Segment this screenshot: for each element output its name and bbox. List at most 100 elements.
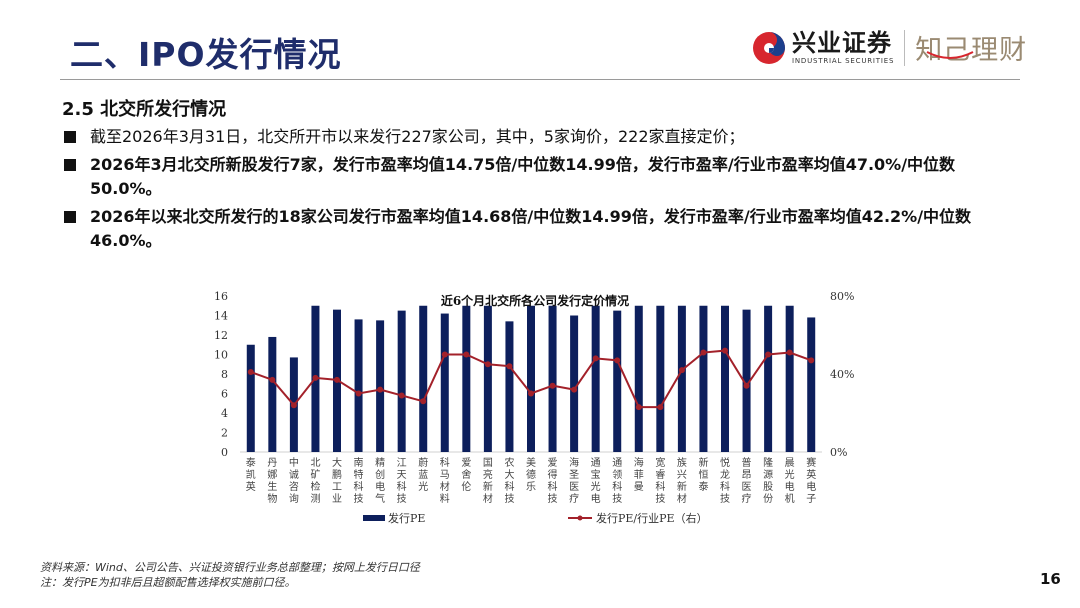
bullet-item: 截至2026年3月31日，北交所开市以来发行227家公司，其中，5家询价，222…: [62, 125, 1022, 149]
ratio-point: [377, 386, 384, 393]
square-bullet-icon: [64, 211, 76, 223]
brand-swirl-icon: [753, 31, 785, 64]
ratio-point: [290, 402, 297, 409]
x-tick-label: 海: [569, 456, 579, 469]
x-tick-label: 矿: [310, 468, 320, 481]
ratio-point: [549, 382, 556, 389]
ratio-point: [743, 382, 750, 389]
square-bullet-icon: [64, 159, 76, 171]
x-tick-label: 源: [763, 468, 773, 481]
ratio-point: [334, 376, 340, 383]
x-tick-label: 技: [720, 492, 730, 505]
page-number: 16: [1040, 570, 1061, 588]
y-tick-label: 6: [221, 388, 228, 401]
bullet-text: 截至2026年3月31日，北交所开市以来发行227家公司，其中，5家询价，222…: [90, 127, 745, 146]
y-tick-label: 12: [214, 329, 228, 342]
x-tick-label: 电: [806, 480, 816, 493]
x-tick-label: 技: [655, 492, 665, 505]
section-heading: 2.5 北交所发行情况: [62, 99, 227, 120]
bar: [397, 310, 406, 452]
bullet-text: 2026年以来北交所发行的18家公司发行市盈率均值14.68倍/中位数14.99…: [90, 207, 972, 250]
footnote: 资料来源：Wind、公司公告、兴证投资银行业务总部整理；按网上发行日口径 注：发…: [40, 560, 420, 590]
bar: [613, 310, 622, 452]
x-tick-label: 疗: [742, 492, 752, 505]
ratio-point: [808, 357, 815, 364]
x-tick-label: 南: [354, 456, 364, 469]
x-tick-label: 农: [504, 456, 514, 469]
ratio-point: [441, 351, 448, 358]
bar: [764, 305, 773, 452]
x-tick-label: 业: [332, 493, 342, 505]
bar: [376, 320, 385, 452]
x-tick-label: 材: [677, 492, 687, 505]
bullet-item: 2026年以来北交所发行的18家公司发行市盈率均值14.68倍/中位数14.99…: [62, 205, 1022, 253]
x-tick-label: 曼: [634, 481, 644, 493]
ratio-point: [722, 347, 728, 354]
x-tick-label: 料: [440, 492, 450, 505]
x-tick-label: 科: [655, 480, 665, 493]
y-tick-label: 14: [214, 310, 228, 323]
x-tick-label: 泰: [246, 456, 256, 469]
y-tick-label: 4: [221, 407, 228, 420]
x-tick-label: 机: [785, 492, 795, 505]
bar: [354, 319, 363, 452]
x-tick-label: 凯: [246, 468, 256, 481]
bar: [246, 344, 255, 452]
x-tick-label: 鹏: [332, 468, 342, 481]
y-tick-label: 10: [214, 349, 228, 362]
x-tick-label: 宽: [655, 456, 665, 469]
x-tick-label: 蔚: [418, 457, 428, 469]
x-tick-label: 新: [483, 480, 493, 493]
x-tick-label: 份: [763, 493, 773, 505]
x-tick-label: 通: [591, 457, 601, 469]
page-title: 二、IPO发行情况: [70, 35, 342, 74]
bar: [440, 313, 449, 452]
x-tick-label: 中: [289, 456, 299, 469]
x-tick-label: 咨: [289, 480, 299, 493]
y2-tick-label: 40%: [830, 368, 854, 381]
legend-line-marker: [577, 515, 583, 521]
x-tick-label: 英: [806, 468, 816, 481]
bar: [807, 317, 816, 452]
x-tick-label: 天: [397, 470, 407, 481]
x-tick-label: 兴: [677, 469, 687, 481]
bullet-text: 2026年3月北交所新股发行7家，发行市盈率均值14.75倍/中位数14.99倍…: [90, 155, 956, 198]
x-tick-label: 科: [548, 480, 558, 493]
x-tick-label: 特: [354, 469, 364, 481]
x-tick-label: 乐: [526, 481, 536, 493]
x-tick-label: 科: [504, 480, 514, 493]
x-tick-label: 光: [418, 480, 428, 493]
ratio-point: [657, 404, 664, 411]
x-tick-label: 大: [504, 468, 514, 481]
bar: [785, 305, 794, 452]
x-tick-label: 恒: [698, 468, 708, 481]
x-tick-label: 科: [612, 480, 622, 493]
x-tick-label: 马: [440, 469, 450, 481]
x-tick-label: 泰: [698, 480, 708, 493]
x-tick-label: 普: [742, 456, 752, 469]
x-tick-label: 通: [612, 457, 622, 469]
x-tick-label: 技: [397, 492, 407, 505]
x-tick-label: 爱: [548, 456, 558, 469]
brand-separator: [904, 29, 906, 66]
x-tick-label: 晨: [785, 457, 795, 469]
ratio-point: [528, 390, 534, 397]
x-tick-label: 亮: [483, 468, 493, 481]
x-tick-label: 技: [612, 492, 622, 505]
ratio-point: [312, 374, 319, 381]
bar: [742, 309, 751, 452]
x-tick-label: 美: [526, 456, 536, 469]
x-tick-label: 诚: [289, 469, 299, 481]
x-tick-label: 娜: [267, 468, 277, 481]
definition-note: 注：发行PE为扣非后且超额配售选择权实施前口径。: [40, 576, 296, 589]
legend-line-label: 发行PE/行业PE（右）: [596, 511, 708, 525]
x-tick-label: 英: [246, 480, 256, 493]
x-tick-label: 蓝: [418, 469, 428, 481]
x-tick-label: 医: [569, 481, 579, 493]
x-tick-label: 检: [310, 480, 320, 493]
ratio-point: [786, 349, 793, 356]
x-tick-label: 德: [526, 468, 536, 481]
x-tick-label: 技: [548, 492, 558, 505]
ratio-point: [700, 349, 707, 356]
x-tick-label: 舍: [461, 468, 471, 481]
